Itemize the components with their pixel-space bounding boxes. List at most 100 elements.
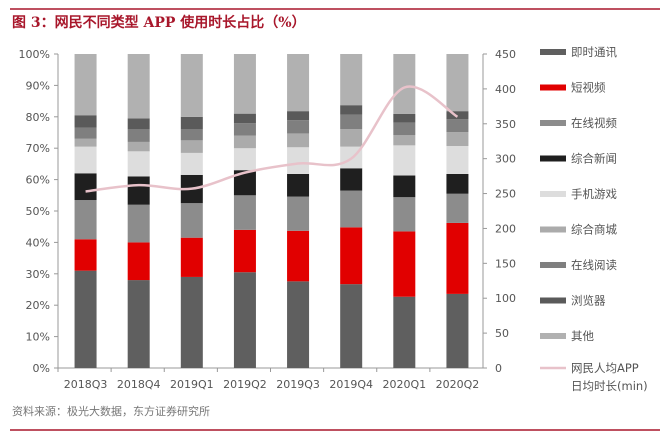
bar-segment bbox=[74, 115, 97, 128]
source-note: 资料来源：极光大数据，东方证券研究所 bbox=[12, 404, 210, 418]
bar-segment bbox=[127, 129, 150, 142]
bar-segment bbox=[127, 204, 150, 243]
bar-segment bbox=[74, 239, 97, 271]
legend-line-label: 网民人均APP bbox=[571, 361, 639, 375]
bar-segment bbox=[446, 193, 469, 223]
bar-segment bbox=[127, 118, 150, 130]
x-tick-label: 2019Q4 bbox=[329, 378, 373, 391]
bar-segment bbox=[393, 296, 416, 368]
legend-label: 其他 bbox=[571, 329, 594, 343]
bar-segment bbox=[233, 54, 256, 114]
bar-segment bbox=[127, 141, 150, 152]
bar-segment bbox=[340, 190, 363, 228]
right-tick-label: 100 bbox=[495, 292, 516, 305]
bar-segment bbox=[287, 281, 310, 368]
bar-segment bbox=[393, 197, 416, 232]
line-path bbox=[85, 85, 459, 193]
bar-segment bbox=[340, 129, 363, 147]
legend-swatch bbox=[540, 120, 566, 126]
left-tick-label: 90% bbox=[26, 79, 50, 92]
x-tick-label: 2020Q1 bbox=[382, 378, 426, 391]
bar-segment bbox=[233, 135, 256, 149]
legend-label: 综合商城 bbox=[571, 223, 617, 237]
left-tick-label: 20% bbox=[26, 299, 50, 312]
legend-label: 综合新闻 bbox=[571, 152, 617, 166]
bar-segment bbox=[127, 54, 150, 119]
bar-segment bbox=[233, 272, 256, 368]
bar-segment bbox=[393, 175, 416, 198]
bar-segment bbox=[233, 170, 256, 196]
legend-label: 短视频 bbox=[571, 81, 606, 95]
x-tick-label: 2018Q3 bbox=[64, 378, 108, 391]
legend-line-label: 日均时长(min) bbox=[571, 379, 648, 393]
bar-segment bbox=[287, 54, 310, 112]
bar-segment bbox=[127, 151, 150, 177]
right-tick-label: 350 bbox=[495, 118, 516, 131]
bar-segment bbox=[340, 227, 363, 285]
bar-segment bbox=[233, 148, 256, 171]
bar-segment bbox=[180, 237, 203, 277]
bar-segment bbox=[180, 276, 203, 368]
x-tick-label: 2019Q2 bbox=[223, 378, 267, 391]
left-tick-label: 30% bbox=[26, 268, 50, 281]
legend-swatch bbox=[540, 226, 566, 233]
bar-segment bbox=[393, 54, 416, 114]
bar-segment bbox=[446, 222, 469, 294]
bar-segment bbox=[446, 54, 469, 112]
chart-title: 图 3：网民不同类型 APP 使用时长占比（%） bbox=[12, 14, 306, 31]
bar-segment bbox=[74, 173, 97, 201]
bar-segment bbox=[340, 54, 363, 106]
left-tick-label: 80% bbox=[26, 111, 50, 124]
bar-segment bbox=[180, 54, 203, 117]
right-tick-label: 50 bbox=[495, 327, 509, 340]
bar-segment bbox=[74, 138, 97, 147]
x-tick-label: 2019Q3 bbox=[276, 378, 320, 391]
legend-swatch bbox=[540, 155, 566, 162]
bar-segment bbox=[74, 200, 97, 240]
bar-segment bbox=[180, 116, 203, 130]
left-tick-label: 40% bbox=[26, 236, 50, 249]
x-tick-label: 2018Q4 bbox=[117, 378, 161, 391]
bar-segment bbox=[180, 140, 203, 153]
bar-segment bbox=[446, 146, 469, 174]
bar-segment bbox=[74, 127, 97, 139]
left-tick-label: 0% bbox=[33, 362, 50, 375]
left-tick-label: 60% bbox=[26, 174, 50, 187]
x-tick-label: 2020Q2 bbox=[436, 378, 480, 391]
bar-segment bbox=[340, 284, 363, 368]
bar-segment bbox=[74, 54, 97, 116]
right-tick-label: 300 bbox=[495, 153, 516, 166]
bar-segment bbox=[393, 122, 416, 136]
bar-segment bbox=[74, 270, 97, 368]
bar-segment bbox=[287, 111, 310, 121]
bar-segment bbox=[446, 119, 469, 133]
legend-swatch bbox=[540, 297, 566, 304]
bar-segment bbox=[446, 132, 469, 147]
legend-swatch bbox=[540, 84, 566, 91]
bar-segment bbox=[180, 129, 203, 141]
bar-segment bbox=[74, 146, 97, 174]
bar-segment bbox=[446, 293, 469, 368]
bar-segment bbox=[340, 114, 363, 130]
bar-segment bbox=[233, 113, 256, 124]
right-tick-label: 250 bbox=[495, 188, 516, 201]
bar-segment bbox=[393, 135, 416, 146]
bar-segment bbox=[287, 196, 310, 231]
bar-segment bbox=[127, 176, 150, 205]
legend-label: 在线阅读 bbox=[571, 258, 617, 272]
legend-label: 手机游戏 bbox=[571, 187, 617, 201]
bar-segment bbox=[233, 195, 256, 230]
legend-label: 即时通讯 bbox=[571, 45, 617, 59]
left-tick-label: 50% bbox=[26, 205, 50, 218]
legend-swatch bbox=[540, 333, 566, 339]
bar-segment bbox=[287, 133, 310, 148]
legend-label: 在线视频 bbox=[571, 116, 617, 130]
line-series bbox=[85, 85, 459, 193]
bar-segment bbox=[180, 203, 203, 238]
bar-segment bbox=[287, 120, 310, 134]
legend-label: 浏览器 bbox=[571, 294, 606, 308]
left-tick-label: 100% bbox=[19, 48, 50, 61]
axes: 0% 10% 20% 30% 40% 50% 60% 70% 80% 90% 100% 0 50 100 1… bbox=[19, 48, 516, 391]
